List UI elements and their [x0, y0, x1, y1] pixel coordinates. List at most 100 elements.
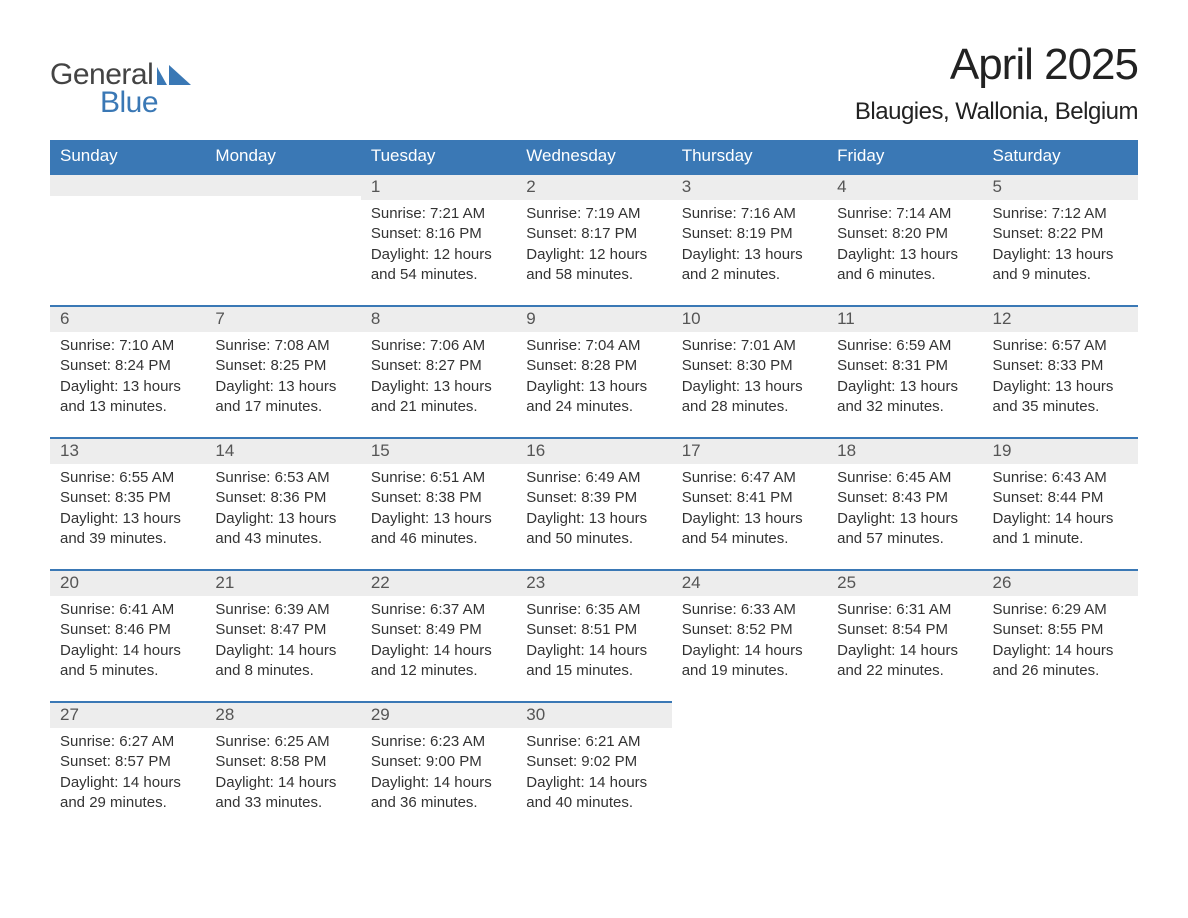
- weeks-container: 1Sunrise: 7:21 AMSunset: 8:16 PMDaylight…: [50, 173, 1138, 833]
- day-cell: [50, 173, 205, 305]
- day-cell: 2Sunrise: 7:19 AMSunset: 8:17 PMDaylight…: [516, 173, 671, 305]
- sunset-text: Sunset: 8:20 PM: [837, 224, 972, 244]
- day-cell: 29Sunrise: 6:23 AMSunset: 9:00 PMDayligh…: [361, 701, 516, 833]
- daylight-text: Daylight: 13 hours and 2 minutes.: [682, 245, 817, 286]
- sunrise-text: Sunrise: 7:12 AM: [993, 204, 1128, 224]
- day-details: Sunrise: 6:27 AMSunset: 8:57 PMDaylight:…: [50, 728, 205, 813]
- day-cell: 15Sunrise: 6:51 AMSunset: 8:38 PMDayligh…: [361, 437, 516, 569]
- day-details: [50, 196, 205, 200]
- day-details: Sunrise: 6:43 AMSunset: 8:44 PMDaylight:…: [983, 464, 1138, 549]
- sunset-text: Sunset: 8:24 PM: [60, 356, 195, 376]
- dayname-thu: Thursday: [672, 140, 827, 173]
- day-cell: 27Sunrise: 6:27 AMSunset: 8:57 PMDayligh…: [50, 701, 205, 833]
- daylight-text: Daylight: 13 hours and 32 minutes.: [837, 377, 972, 418]
- day-details: Sunrise: 7:10 AMSunset: 8:24 PMDaylight:…: [50, 332, 205, 417]
- day-cell: 16Sunrise: 6:49 AMSunset: 8:39 PMDayligh…: [516, 437, 671, 569]
- day-details: Sunrise: 7:16 AMSunset: 8:19 PMDaylight:…: [672, 200, 827, 285]
- calendar-page: General Blue April 2025 Blaugies, Wallon…: [0, 0, 1188, 833]
- dayname-mon: Monday: [205, 140, 360, 173]
- day-number: 25: [827, 569, 982, 596]
- day-details: Sunrise: 7:19 AMSunset: 8:17 PMDaylight:…: [516, 200, 671, 285]
- day-number: 7: [205, 305, 360, 332]
- daylight-text: Daylight: 13 hours and 17 minutes.: [215, 377, 350, 418]
- daylight-text: Daylight: 13 hours and 43 minutes.: [215, 509, 350, 550]
- sunset-text: Sunset: 8:35 PM: [60, 488, 195, 508]
- sunrise-text: Sunrise: 6:47 AM: [682, 468, 817, 488]
- day-details: Sunrise: 6:47 AMSunset: 8:41 PMDaylight:…: [672, 464, 827, 549]
- day-cell: 10Sunrise: 7:01 AMSunset: 8:30 PMDayligh…: [672, 305, 827, 437]
- day-details: Sunrise: 6:35 AMSunset: 8:51 PMDaylight:…: [516, 596, 671, 681]
- sunrise-text: Sunrise: 6:55 AM: [60, 468, 195, 488]
- day-cell: 26Sunrise: 6:29 AMSunset: 8:55 PMDayligh…: [983, 569, 1138, 701]
- day-cell: 23Sunrise: 6:35 AMSunset: 8:51 PMDayligh…: [516, 569, 671, 701]
- day-cell: 30Sunrise: 6:21 AMSunset: 9:02 PMDayligh…: [516, 701, 671, 833]
- day-details: Sunrise: 6:41 AMSunset: 8:46 PMDaylight:…: [50, 596, 205, 681]
- day-number: 28: [205, 701, 360, 728]
- sunrise-text: Sunrise: 7:19 AM: [526, 204, 661, 224]
- day-number: 18: [827, 437, 982, 464]
- daylight-text: Daylight: 14 hours and 5 minutes.: [60, 641, 195, 682]
- day-details: Sunrise: 7:08 AMSunset: 8:25 PMDaylight:…: [205, 332, 360, 417]
- sunset-text: Sunset: 8:57 PM: [60, 752, 195, 772]
- sunrise-text: Sunrise: 7:16 AM: [682, 204, 817, 224]
- day-number: 14: [205, 437, 360, 464]
- daylight-text: Daylight: 14 hours and 8 minutes.: [215, 641, 350, 682]
- day-details: Sunrise: 6:31 AMSunset: 8:54 PMDaylight:…: [827, 596, 982, 681]
- sunset-text: Sunset: 8:41 PM: [682, 488, 817, 508]
- daylight-text: Daylight: 14 hours and 33 minutes.: [215, 773, 350, 814]
- logo-flag-icon: [157, 65, 191, 90]
- daylight-text: Daylight: 13 hours and 35 minutes.: [993, 377, 1128, 418]
- sunrise-text: Sunrise: 6:21 AM: [526, 732, 661, 752]
- daylight-text: Daylight: 13 hours and 6 minutes.: [837, 245, 972, 286]
- daylight-text: Daylight: 14 hours and 40 minutes.: [526, 773, 661, 814]
- day-number: 26: [983, 569, 1138, 596]
- title-block: April 2025 Blaugies, Wallonia, Belgium: [855, 40, 1138, 126]
- day-number: 8: [361, 305, 516, 332]
- sunrise-text: Sunrise: 7:21 AM: [371, 204, 506, 224]
- day-cell: 21Sunrise: 6:39 AMSunset: 8:47 PMDayligh…: [205, 569, 360, 701]
- sunrise-text: Sunrise: 6:37 AM: [371, 600, 506, 620]
- day-details: Sunrise: 6:29 AMSunset: 8:55 PMDaylight:…: [983, 596, 1138, 681]
- sunset-text: Sunset: 8:33 PM: [993, 356, 1128, 376]
- day-details: Sunrise: 6:53 AMSunset: 8:36 PMDaylight:…: [205, 464, 360, 549]
- sunrise-text: Sunrise: 6:29 AM: [993, 600, 1128, 620]
- daylight-text: Daylight: 13 hours and 54 minutes.: [682, 509, 817, 550]
- sunset-text: Sunset: 8:39 PM: [526, 488, 661, 508]
- sunset-text: Sunset: 8:17 PM: [526, 224, 661, 244]
- sunrise-text: Sunrise: 6:33 AM: [682, 600, 817, 620]
- day-details: Sunrise: 6:45 AMSunset: 8:43 PMDaylight:…: [827, 464, 982, 549]
- day-cell: 5Sunrise: 7:12 AMSunset: 8:22 PMDaylight…: [983, 173, 1138, 305]
- sunset-text: Sunset: 9:00 PM: [371, 752, 506, 772]
- sunrise-text: Sunrise: 7:06 AM: [371, 336, 506, 356]
- day-number: 22: [361, 569, 516, 596]
- day-cell: 11Sunrise: 6:59 AMSunset: 8:31 PMDayligh…: [827, 305, 982, 437]
- day-cell: 19Sunrise: 6:43 AMSunset: 8:44 PMDayligh…: [983, 437, 1138, 569]
- day-details: Sunrise: 7:14 AMSunset: 8:20 PMDaylight:…: [827, 200, 982, 285]
- daylight-text: Daylight: 13 hours and 24 minutes.: [526, 377, 661, 418]
- sunset-text: Sunset: 8:54 PM: [837, 620, 972, 640]
- daylight-text: Daylight: 14 hours and 36 minutes.: [371, 773, 506, 814]
- day-cell: 25Sunrise: 6:31 AMSunset: 8:54 PMDayligh…: [827, 569, 982, 701]
- day-number: 4: [827, 173, 982, 200]
- calendar-grid: Sunday Monday Tuesday Wednesday Thursday…: [50, 140, 1138, 833]
- day-number: 24: [672, 569, 827, 596]
- day-number: 9: [516, 305, 671, 332]
- day-details: Sunrise: 7:04 AMSunset: 8:28 PMDaylight:…: [516, 332, 671, 417]
- sunset-text: Sunset: 8:22 PM: [993, 224, 1128, 244]
- sunset-text: Sunset: 8:36 PM: [215, 488, 350, 508]
- sunset-text: Sunset: 8:30 PM: [682, 356, 817, 376]
- sunset-text: Sunset: 8:28 PM: [526, 356, 661, 376]
- logo-text-blue: Blue: [100, 86, 158, 120]
- daylight-text: Daylight: 13 hours and 46 minutes.: [371, 509, 506, 550]
- sunset-text: Sunset: 8:43 PM: [837, 488, 972, 508]
- sunrise-text: Sunrise: 7:01 AM: [682, 336, 817, 356]
- daylight-text: Daylight: 13 hours and 50 minutes.: [526, 509, 661, 550]
- day-details: Sunrise: 6:25 AMSunset: 8:58 PMDaylight:…: [205, 728, 360, 813]
- week-row: 20Sunrise: 6:41 AMSunset: 8:46 PMDayligh…: [50, 569, 1138, 701]
- day-cell: [983, 701, 1138, 833]
- day-number: 2: [516, 173, 671, 200]
- sunrise-text: Sunrise: 6:45 AM: [837, 468, 972, 488]
- daylight-text: Daylight: 13 hours and 39 minutes.: [60, 509, 195, 550]
- day-cell: 14Sunrise: 6:53 AMSunset: 8:36 PMDayligh…: [205, 437, 360, 569]
- sunset-text: Sunset: 8:16 PM: [371, 224, 506, 244]
